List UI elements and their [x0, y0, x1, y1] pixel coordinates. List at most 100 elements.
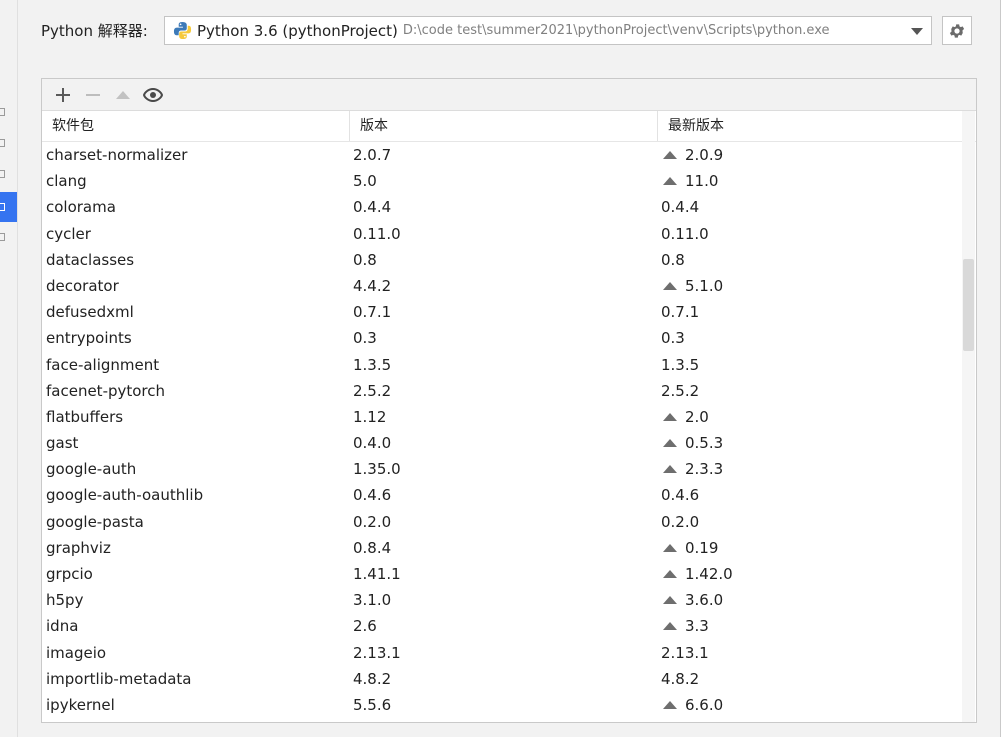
vertical-scrollbar[interactable]	[962, 111, 975, 722]
installed-version-cell: 0.4.4	[353, 198, 392, 217]
uninstall-package-button[interactable]	[78, 82, 108, 108]
table-row[interactable]: flatbuffers 1.12 2.0	[42, 404, 976, 430]
installed-version-cell: 4.4.2	[353, 276, 392, 295]
column-header-latest-version[interactable]: 最新版本	[668, 118, 724, 134]
upgrade-available-icon	[663, 700, 677, 709]
scrollbar-thumb[interactable]	[963, 259, 974, 351]
table-row[interactable]: h5py 3.1.0 3.6.0	[42, 587, 976, 613]
latest-version-text: 0.8	[661, 250, 685, 269]
installed-version-cell: 5.0	[353, 172, 377, 191]
latest-version-cell: 3.3	[661, 613, 709, 639]
install-package-button[interactable]	[48, 82, 78, 108]
installed-version-cell: 1.35.0	[353, 460, 401, 479]
package-name-cell: google-pasta	[46, 512, 144, 531]
gear-icon	[949, 23, 965, 38]
package-name-cell: face-alignment	[46, 355, 160, 374]
table-row[interactable]: clang 5.0 11.0	[42, 168, 976, 194]
package-name-cell: flatbuffers	[46, 407, 124, 426]
latest-version-cell: 2.5.2	[661, 378, 699, 404]
upgrade-available-icon	[663, 439, 677, 448]
column-header-package[interactable]: 软件包	[42, 111, 350, 141]
tree-node-icon[interactable]	[0, 108, 5, 116]
tree-node-icon[interactable]	[0, 170, 5, 178]
interpreter-name: Python 3.6 (pythonProject)	[197, 21, 398, 40]
installed-version-cell: 0.2.0	[353, 512, 392, 531]
upgrade-available-icon	[663, 281, 677, 290]
latest-version-cell: 0.5.3	[661, 430, 723, 456]
latest-version-text: 1.42.0	[685, 565, 733, 583]
latest-version-cell: 1.3.5	[661, 352, 699, 378]
table-row[interactable]: cycler 0.11.0 0.11.0	[42, 221, 976, 247]
latest-version-text: 2.5.2	[661, 381, 700, 400]
installed-version-cell: 0.3	[353, 329, 377, 348]
latest-version-cell: 2.0.9	[661, 142, 723, 168]
latest-version-cell: 1.42.0	[661, 561, 733, 587]
installed-version-cell: 2.6	[353, 617, 377, 636]
package-name-cell: cycler	[46, 224, 91, 243]
latest-version-cell: 0.19	[661, 535, 718, 561]
package-name-cell: gast	[46, 434, 79, 453]
interpreter-settings-button[interactable]	[942, 16, 972, 45]
latest-version-text: 1.3.5	[661, 355, 700, 374]
tree-node-selected[interactable]	[0, 192, 17, 222]
package-name-cell: idna	[46, 617, 79, 636]
table-row[interactable]: google-auth-oauthlib 0.4.6 0.4.6	[42, 482, 976, 508]
interpreter-path: D:\code test\summer2021\pythonProject\ve…	[402, 23, 830, 38]
package-name-cell: h5py	[46, 591, 84, 610]
chevron-down-icon[interactable]	[911, 28, 923, 35]
latest-version-cell: 0.11.0	[661, 221, 709, 247]
tree-node-icon[interactable]	[0, 139, 5, 147]
table-row[interactable]: colorama 0.4.4 0.4.4	[42, 194, 976, 220]
tree-node-icon[interactable]	[0, 233, 5, 241]
table-row[interactable]: decorator 4.4.2 5.1.0	[42, 273, 976, 299]
installed-version-cell: 0.11.0	[353, 224, 401, 243]
latest-version-text: 0.2.0	[661, 512, 700, 531]
installed-version-cell: 0.8.4	[353, 538, 392, 557]
package-name-cell: defusedxml	[46, 303, 134, 322]
upgrade-available-icon	[663, 412, 677, 421]
installed-version-cell: 2.13.1	[353, 643, 401, 662]
table-row[interactable]: charset-normalizer 2.0.7 2.0.9	[42, 142, 976, 168]
package-name-cell: imageio	[46, 643, 107, 662]
upgrade-package-button[interactable]	[108, 82, 138, 108]
table-row[interactable]: imageio 2.13.1 2.13.1	[42, 640, 976, 666]
table-row[interactable]: importlib-metadata 4.8.2 4.8.2	[42, 666, 976, 692]
latest-version-text: 3.3	[685, 617, 709, 636]
latest-version-cell: 0.3	[661, 325, 685, 351]
table-row[interactable]: google-auth 1.35.0 2.3.3	[42, 456, 976, 482]
table-row[interactable]: idna 2.6 3.3	[42, 613, 976, 639]
installed-version-cell: 0.7.1	[353, 303, 392, 322]
table-row[interactable]: face-alignment 1.3.5 1.3.5	[42, 352, 976, 378]
installed-version-cell: 2.5.2	[353, 381, 392, 400]
latest-version-text: 2.3.3	[685, 460, 724, 479]
table-row[interactable]: entrypoints 0.3 0.3	[42, 325, 976, 351]
latest-version-text: 0.4.6	[661, 486, 700, 505]
table-row[interactable]: defusedxml 0.7.1 0.7.1	[42, 299, 976, 325]
package-name-cell: charset-normalizer	[46, 146, 188, 164]
table-row[interactable]: google-pasta 0.2.0 0.2.0	[42, 509, 976, 535]
table-row[interactable]: ipykernel 5.5.6 6.6.0	[42, 692, 976, 718]
latest-version-cell: 6.6.0	[661, 692, 723, 718]
table-row[interactable]: facenet-pytorch 2.5.2 2.5.2	[42, 378, 976, 404]
interpreter-select[interactable]: Python 3.6 (pythonProject) D:\code test\…	[164, 16, 932, 45]
table-row[interactable]: graphviz 0.8.4 0.19	[42, 535, 976, 561]
package-name-cell: grpcio	[46, 565, 93, 583]
show-early-releases-button[interactable]	[138, 82, 168, 108]
latest-version-cell: 0.7.1	[661, 299, 699, 325]
minus-icon	[86, 93, 100, 96]
table-row[interactable]: gast 0.4.0 0.5.3	[42, 430, 976, 456]
latest-version-text: 2.0	[685, 407, 709, 426]
latest-version-text: 0.7.1	[661, 303, 700, 322]
table-row[interactable]: dataclasses 0.8 0.8	[42, 247, 976, 273]
package-name-cell: colorama	[46, 198, 116, 217]
latest-version-text: 2.13.1	[661, 643, 709, 662]
column-header-version[interactable]: 版本	[350, 111, 658, 141]
package-panel: 软件包 版本 最新版本 charset-normalizer 2.0.7 2.0.9…	[41, 78, 977, 723]
package-name-cell: google-auth-oauthlib	[46, 486, 204, 505]
installed-version-cell: 1.41.1	[353, 565, 401, 583]
installed-version-cell: 1.3.5	[353, 355, 392, 374]
package-table-body: charset-normalizer 2.0.7 2.0.9 clang 5.0 11.0…	[42, 142, 976, 718]
latest-version-cell: 5.1.0	[661, 273, 723, 299]
table-row[interactable]: grpcio 1.41.1 1.42.0	[42, 561, 976, 587]
latest-version-text: 0.3	[661, 329, 685, 348]
